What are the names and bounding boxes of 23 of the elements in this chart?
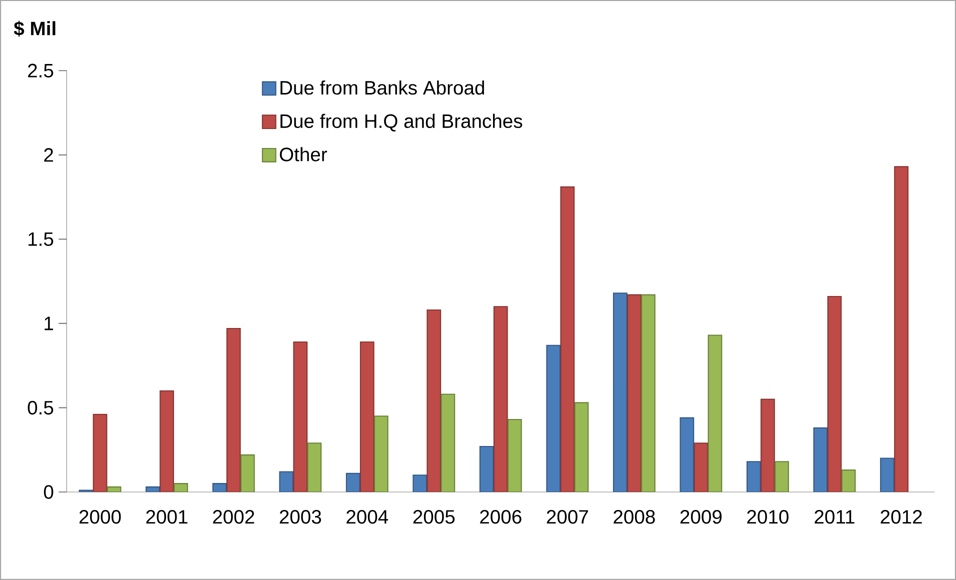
y-tick-label: 2.5 <box>28 64 54 78</box>
x-tick-label: 2003 <box>280 510 322 524</box>
x-tick-label: 2012 <box>880 510 922 524</box>
y-tick-label: 0.5 <box>28 400 54 415</box>
x-tick-label: 2006 <box>480 510 522 524</box>
legend-label: Due from Banks Abroad <box>280 80 484 95</box>
x-tick-label: 2002 <box>213 510 254 524</box>
y-tick-label: 0 <box>44 485 54 499</box>
x-tick-label: 2000 <box>80 510 121 524</box>
y-tick-label: 1 <box>44 316 54 330</box>
y-tick-label: 2 <box>44 148 53 162</box>
x-tick-label: 2007 <box>546 510 588 524</box>
x-tick-label: 2011 <box>814 510 854 524</box>
x-tick-label: 2004 <box>346 510 388 524</box>
y-tick-label: 1.5 <box>28 232 54 246</box>
x-tick-label: 2010 <box>747 510 788 524</box>
y-axis-title: $ Mil <box>14 20 56 37</box>
x-tick-label: 2008 <box>614 510 655 524</box>
x-tick-label: 2009 <box>680 510 722 524</box>
x-tick-label: 2005 <box>413 510 455 524</box>
x-tick-label: 2001 <box>146 510 188 524</box>
legend-label: Other <box>280 147 328 162</box>
legend-label: Due from H.Q and Branches <box>280 114 522 132</box>
